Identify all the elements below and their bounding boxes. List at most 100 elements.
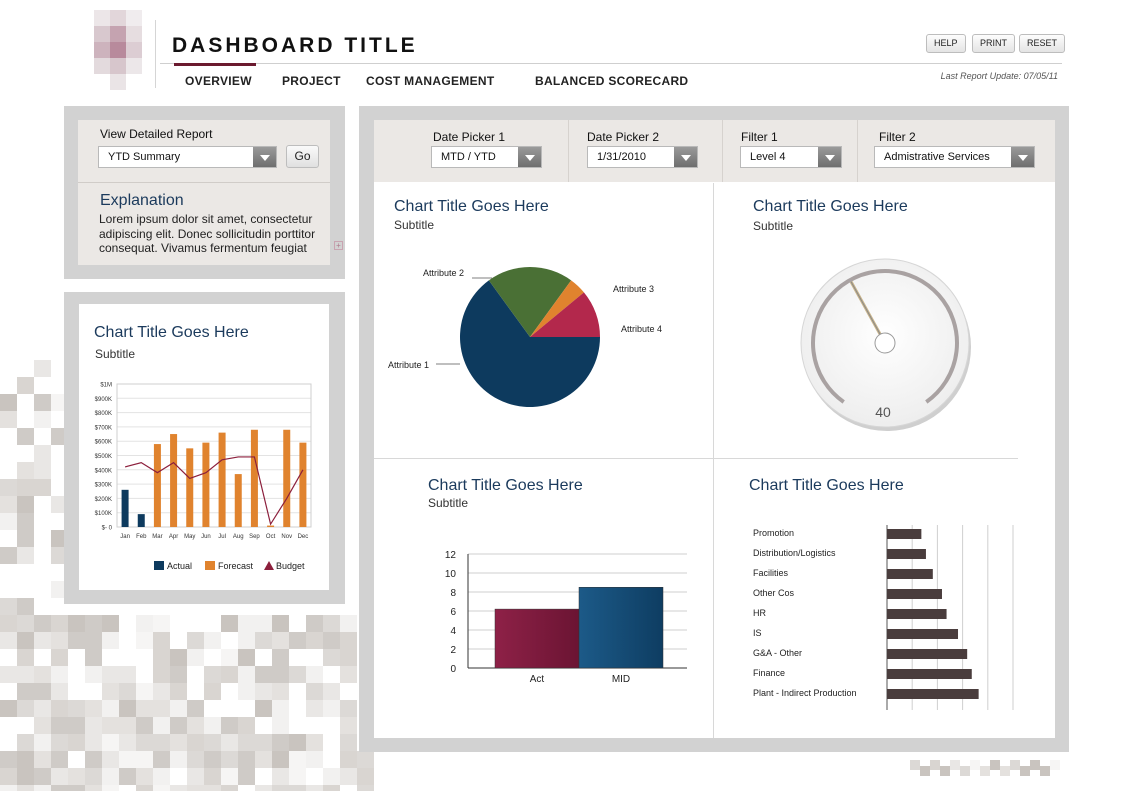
y-tick-label: $600K <box>95 440 112 446</box>
tab-cost-management[interactable]: COST MANAGEMENT <box>366 74 495 88</box>
date-picker-1-value: MTD / YTD <box>441 151 496 163</box>
mosaic-tile <box>0 751 17 768</box>
mosaic-tile <box>68 785 85 791</box>
tab-project[interactable]: PROJECT <box>282 74 341 88</box>
y-tick-label: $1M <box>100 383 112 389</box>
x-tick-label: May <box>184 534 195 540</box>
mosaic-tile <box>340 615 357 632</box>
mosaic-tile <box>272 632 289 649</box>
pie-label: Attribute 4 <box>621 324 662 334</box>
filter-divider <box>857 120 858 182</box>
mosaic-tile <box>221 785 238 791</box>
mosaic-tile <box>34 394 51 411</box>
go-button[interactable]: Go <box>286 145 319 168</box>
logo-pixel <box>110 10 126 26</box>
mosaic-tile <box>204 683 221 700</box>
mosaic-tile <box>153 768 170 785</box>
mosaic-tile <box>153 649 170 666</box>
mosaic-tile <box>17 462 34 479</box>
mosaic-tile <box>204 768 221 785</box>
mosaic-tile <box>255 666 272 683</box>
mosaic-tile <box>255 751 272 768</box>
chevron-down-icon <box>253 147 276 167</box>
legend-actual: Actual <box>167 561 192 571</box>
mosaic-tile <box>289 768 306 785</box>
filter-2-select[interactable]: Admistrative Services <box>874 146 1035 168</box>
logo-pixel <box>126 58 142 74</box>
date-picker-2[interactable]: 1/31/2010 <box>587 146 698 168</box>
mosaic-tile <box>238 649 255 666</box>
mosaic-tile <box>51 666 68 683</box>
pie-slice <box>530 280 584 337</box>
mosaic-tile <box>170 717 187 734</box>
tab-balanced-scorecard[interactable]: BALANCED SCORECARD <box>535 74 689 88</box>
report-select[interactable]: YTD Summary <box>98 146 277 168</box>
mosaic-tile <box>238 768 255 785</box>
filter-1-select[interactable]: Level 4 <box>740 146 842 168</box>
expand-icon[interactable]: + <box>334 241 343 250</box>
mosaic-tile <box>153 632 170 649</box>
mosaic-tile <box>136 632 153 649</box>
mosaic-tile <box>51 751 68 768</box>
filter-1-label: Filter 1 <box>741 130 778 144</box>
mosaic-tile <box>17 530 34 547</box>
mosaic-tile <box>51 734 68 751</box>
legend-forecast: Forecast <box>218 561 254 571</box>
print-button[interactable]: PRINT <box>972 34 1015 53</box>
mosaic-tile <box>306 751 323 768</box>
mosaic-tile <box>221 751 238 768</box>
y-tick-label: 2 <box>450 645 456 656</box>
pie-slice <box>460 280 600 407</box>
value-bar <box>887 529 922 539</box>
mosaic-tile <box>17 428 34 445</box>
gauge-hub <box>874 332 896 354</box>
value-bar <box>887 669 972 679</box>
mosaic-tile <box>170 666 187 683</box>
forecast-bar <box>218 432 226 527</box>
value-bar <box>887 589 942 599</box>
gauge-value: 40 <box>875 404 891 420</box>
tab-overview[interactable]: OVERVIEW <box>185 74 252 88</box>
mosaic-tile <box>85 734 102 751</box>
logo-pixel <box>94 26 110 42</box>
mosaic-tile <box>323 785 340 791</box>
category-label: Finance <box>753 668 785 678</box>
mosaic-tile <box>68 615 85 632</box>
report-panel <box>78 120 330 265</box>
mosaic-tile <box>170 700 187 717</box>
x-tick-label: Oct <box>266 534 276 540</box>
mosaic-tile <box>153 666 170 683</box>
mosaic-tile <box>204 717 221 734</box>
mosaic-tile <box>51 785 68 791</box>
reset-button[interactable]: RESET <box>1019 34 1066 53</box>
legend-swatch-budget <box>264 561 274 570</box>
gauge-needle-core <box>850 281 886 344</box>
y-tick-label: $800K <box>95 411 112 417</box>
footer-mosaic <box>910 760 1060 778</box>
help-button[interactable]: HELP <box>926 34 966 53</box>
mosaic-tile <box>910 760 920 770</box>
mosaic-tile <box>238 666 255 683</box>
forecast-bar <box>283 429 291 527</box>
mosaic-tile <box>204 666 221 683</box>
y-tick-label: 8 <box>450 588 456 599</box>
actual-bar <box>121 489 129 527</box>
mosaic-tile <box>102 683 119 700</box>
pie-chart-title: Chart Title Goes Here <box>394 198 549 215</box>
mosaic-tile <box>306 615 323 632</box>
x-tick-label: Apr <box>169 534 178 540</box>
mosaic-tile <box>136 785 153 791</box>
mosaic-tile <box>940 766 950 776</box>
mosaic-tile <box>68 768 85 785</box>
category-label: G&A - Other <box>753 648 802 658</box>
x-tick-label: Dec <box>298 534 309 540</box>
date-picker-1[interactable]: MTD / YTD <box>431 146 542 168</box>
mosaic-tile <box>153 700 170 717</box>
mosaic-tile <box>0 666 17 683</box>
mosaic-tile <box>136 734 153 751</box>
mosaic-tile <box>238 683 255 700</box>
filter-divider <box>568 120 569 182</box>
mosaic-tile <box>136 615 153 632</box>
mosaic-tile <box>187 768 204 785</box>
mosaic-tile <box>323 649 340 666</box>
